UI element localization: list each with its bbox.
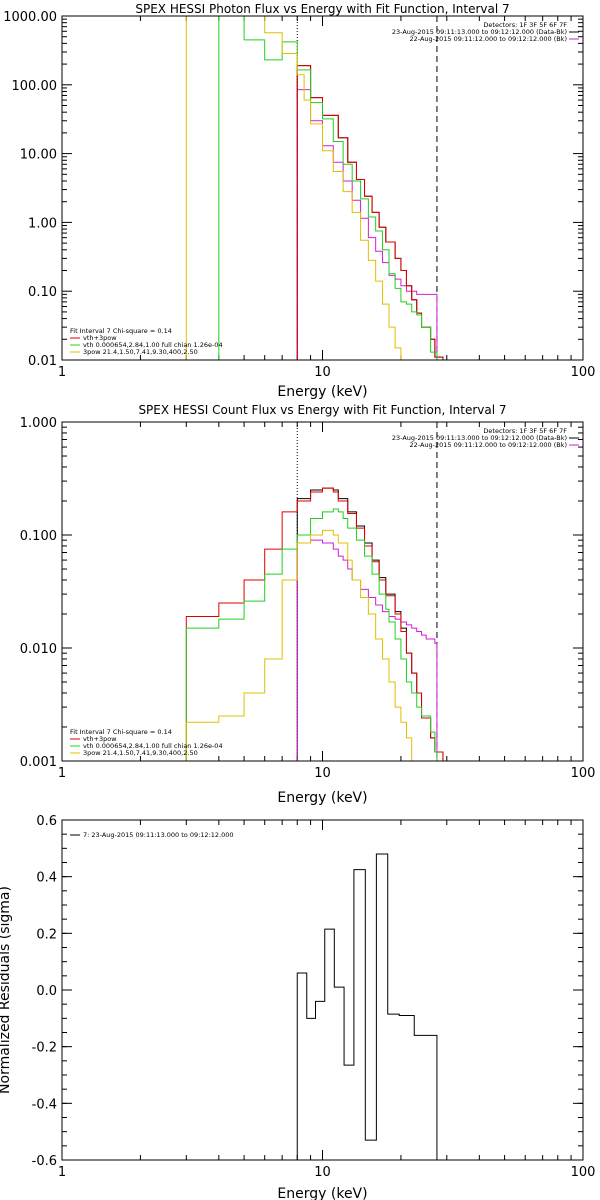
series-line-7-23-aug-2015-09-11-13-000-to-09-12-12-000 [296, 853, 438, 1160]
y-tick-label: 0.10 [28, 285, 57, 300]
x-tick-label: 100 [571, 365, 596, 380]
x-axis-label: Energy (keV) [277, 790, 367, 806]
y-axis-ticks: -0.6 -0.4 -0.2 0.0 0.2 0.4 0.6 [32, 814, 583, 1169]
y-tick-label: 0.2 [36, 927, 57, 942]
chart-photon: SPEX HESSI Photon Flux vs Energy with Fi… [3, 2, 595, 400]
series-line-vth [218, 16, 438, 360]
legend-entry: vth+3pow [83, 735, 117, 743]
y-axis-ticks: 0.01 0.10 1.00 10.00 100.00 1000.00 [3, 10, 583, 369]
legend-entry: 23-Aug-2015 09:11:13.000 to 09:12:12.000… [392, 28, 567, 36]
y-tick-label: 0.01 [28, 354, 57, 369]
y-tick-label: -0.4 [32, 1097, 57, 1112]
x-tick-label: 10 [314, 1165, 331, 1180]
legend-left: 7: 23-Aug-2015 09:11:13.000 to 09:12:12.… [70, 831, 234, 839]
y-axis-ticks: 0.001 0.010 0.100 1.000 [20, 416, 583, 770]
y-tick-label: -0.2 [32, 1041, 57, 1056]
x-axis-ticks: 1 10 100 [58, 820, 596, 1180]
x-tick-label: 1 [58, 365, 66, 380]
chart-title: SPEX HESSI Count Flux vs Energy with Fit… [138, 403, 506, 417]
legend-entry: 7: 23-Aug-2015 09:11:13.000 to 09:12:12.… [83, 831, 234, 839]
x-axis-label: Energy (keV) [277, 384, 367, 400]
series-line-3pow [185, 529, 418, 761]
series-line-bk [296, 89, 438, 360]
chart-title: SPEX HESSI Photon Flux vs Energy with Fi… [135, 2, 509, 16]
series-group [185, 16, 444, 360]
series-group [296, 853, 438, 1160]
legend-entry: Detectors: 1F 3F 5F 6F 7F [483, 21, 567, 29]
chart-count: SPEX HESSI Count Flux vs Energy with Fit… [20, 403, 596, 806]
series-line-vth-3pow [296, 65, 444, 360]
x-axis-ticks: 1 10 100 [58, 16, 596, 380]
x-tick-label: 1 [58, 766, 66, 781]
x-tick-label: 100 [571, 1165, 596, 1180]
legend-entry: Fit Interval 7 Chi-square = 0.14 [70, 728, 172, 736]
legend-entry: vth 0.000654,2.84,1.00 full chian 1.26e-… [83, 742, 223, 750]
legend-entry: 22-Aug-2015 09:11:12.000 to 09:12:12.000… [410, 441, 567, 449]
y-tick-label: 0.6 [36, 814, 57, 829]
series-group [185, 487, 444, 761]
x-axis-label: Energy (keV) [277, 1186, 367, 1200]
y-tick-label: 1000.00 [3, 10, 57, 25]
legend-left: Fit Interval 7 Chi-square = 0.14vth+3pow… [70, 728, 223, 757]
legend-left: Fit Interval 7 Chi-square = 0.14vth+3pow… [70, 327, 223, 356]
y-tick-label: 1.000 [20, 416, 57, 431]
legend-entry: 23-Aug-2015 09:11:13.000 to 09:12:12.000… [392, 434, 567, 442]
y-tick-label: 1.00 [28, 216, 57, 231]
legend-entry: Fit Interval 7 Chi-square = 0.14 [70, 327, 172, 335]
series-line-3pow [185, 16, 407, 360]
y-tick-label: 100.00 [12, 79, 58, 94]
legend-entry: 3pow 21.4,1.50,7.41,9.30,400,2.50 [83, 348, 198, 356]
y-tick-label: 0.0 [36, 984, 57, 999]
series-line-data-bk [296, 65, 444, 360]
plot-frame [61, 819, 584, 1161]
legend-entry: Detectors: 1F 3F 5F 6F 7F [483, 427, 567, 435]
y-tick-label: 0.010 [20, 642, 57, 657]
plot-frame [61, 15, 584, 361]
legend-entry: 3pow 21.4,1.50,7.41,9.30,400,2.50 [83, 749, 198, 757]
chart-resid: Energy (keV) Normalized Residuals (sigma)… [0, 814, 595, 1200]
legend-entry: 22-Aug-2015 09:11:12.000 to 09:12:12.000… [410, 35, 567, 43]
y-tick-label: 0.100 [20, 529, 57, 544]
series-line-bk [296, 539, 438, 761]
y-tick-label: 0.4 [36, 871, 57, 886]
y-tick-label: -0.6 [32, 1154, 57, 1169]
x-tick-label: 10 [314, 766, 331, 781]
legend-entry: vth 0.000654,2.84,1.00 full chian 1.26e-… [83, 341, 223, 349]
y-tick-label: 10.00 [20, 148, 57, 163]
legend-entry: vth+3pow [83, 334, 117, 342]
series-line-vth [185, 508, 438, 761]
y-axis-label: Normalized Residuals (sigma) [0, 886, 13, 1094]
plot-frame [61, 421, 584, 762]
series-line-vth-3pow [185, 487, 444, 761]
x-tick-label: 1 [58, 1165, 66, 1180]
y-tick-label: 0.001 [20, 755, 57, 770]
x-tick-label: 10 [314, 365, 331, 380]
x-tick-label: 100 [571, 766, 596, 781]
